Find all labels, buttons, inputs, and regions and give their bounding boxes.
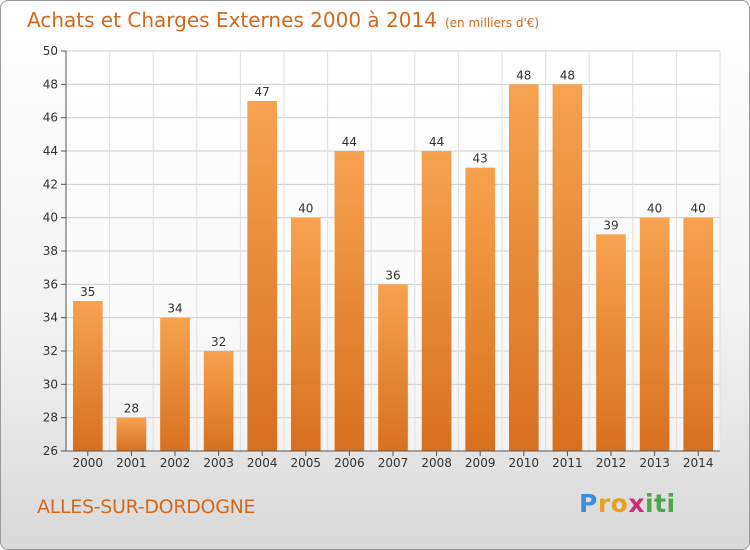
x-tick-label: 2003 bbox=[203, 456, 234, 470]
x-tick-label: 2005 bbox=[291, 456, 322, 470]
bar bbox=[116, 417, 147, 451]
data-label: 48 bbox=[516, 68, 531, 82]
x-tick-label: 2001 bbox=[116, 456, 147, 470]
data-label: 36 bbox=[385, 268, 400, 282]
data-label: 34 bbox=[167, 302, 182, 316]
data-label: 47 bbox=[255, 85, 270, 99]
logo-letter: x bbox=[628, 489, 645, 518]
x-tick-label: 2000 bbox=[73, 456, 104, 470]
data-label: 44 bbox=[429, 135, 444, 149]
x-tick-label: 2010 bbox=[509, 456, 540, 470]
data-label: 32 bbox=[211, 335, 226, 349]
x-tick-label: 2012 bbox=[596, 456, 627, 470]
x-tick-label: 2013 bbox=[639, 456, 670, 470]
bar bbox=[421, 151, 452, 451]
bar bbox=[290, 217, 321, 451]
proxiti-logo: Proxiti bbox=[579, 489, 676, 518]
y-tick-label: 38 bbox=[43, 244, 58, 258]
bar bbox=[683, 217, 714, 451]
chart-title: Achats et Charges Externes 2000 à 2014 (e… bbox=[27, 8, 539, 32]
bar bbox=[247, 101, 278, 451]
bar bbox=[465, 167, 496, 451]
data-label: 28 bbox=[124, 402, 139, 416]
data-label: 48 bbox=[560, 68, 575, 82]
logo-letter: r bbox=[597, 489, 611, 518]
data-label: 40 bbox=[691, 202, 706, 216]
y-tick-label: 34 bbox=[43, 311, 58, 325]
y-tick-label: 28 bbox=[43, 411, 58, 425]
logo-letter: P bbox=[579, 489, 598, 518]
x-tick-label: 2011 bbox=[552, 456, 583, 470]
logo-letter: o bbox=[610, 489, 629, 518]
y-tick-label: 48 bbox=[43, 77, 58, 91]
y-tick-label: 50 bbox=[43, 44, 58, 58]
bar bbox=[508, 84, 539, 451]
logo-letter: t bbox=[654, 489, 667, 518]
x-tick-label: 2006 bbox=[334, 456, 365, 470]
data-label: 43 bbox=[473, 152, 488, 166]
chart-title-text: Achats et Charges Externes 2000 à 2014 bbox=[27, 8, 437, 32]
commune-name: ALLES-SUR-DORDOGNE bbox=[37, 496, 256, 518]
bar bbox=[72, 301, 103, 451]
y-tick-label: 32 bbox=[43, 344, 58, 358]
data-label: 40 bbox=[298, 202, 313, 216]
bar bbox=[639, 217, 670, 451]
x-tick-label: 2004 bbox=[247, 456, 278, 470]
bar bbox=[334, 151, 365, 451]
bar bbox=[596, 234, 626, 451]
data-label: 40 bbox=[647, 202, 662, 216]
y-tick-label: 46 bbox=[43, 111, 58, 125]
x-tick-label: 2009 bbox=[465, 456, 496, 470]
logo-letter: i bbox=[666, 489, 676, 518]
bar bbox=[203, 351, 234, 451]
y-tick-label: 26 bbox=[43, 444, 58, 458]
x-tick-label: 2014 bbox=[683, 456, 714, 470]
data-label: 39 bbox=[603, 218, 618, 232]
bar bbox=[160, 317, 190, 451]
logo-letter: i bbox=[645, 489, 655, 518]
y-tick-label: 44 bbox=[43, 144, 58, 158]
y-tick-label: 42 bbox=[43, 177, 58, 191]
y-tick-label: 30 bbox=[43, 377, 58, 391]
bar bbox=[552, 84, 583, 451]
x-tick-label: 2008 bbox=[421, 456, 452, 470]
y-tick-label: 36 bbox=[43, 277, 58, 291]
data-label: 35 bbox=[80, 285, 95, 299]
chart-subtitle: (en milliers d'€) bbox=[444, 16, 540, 30]
x-tick-label: 2007 bbox=[378, 456, 409, 470]
x-tick-label: 2002 bbox=[160, 456, 191, 470]
y-tick-label: 40 bbox=[43, 211, 58, 225]
data-label: 44 bbox=[342, 135, 357, 149]
bar bbox=[378, 284, 408, 451]
